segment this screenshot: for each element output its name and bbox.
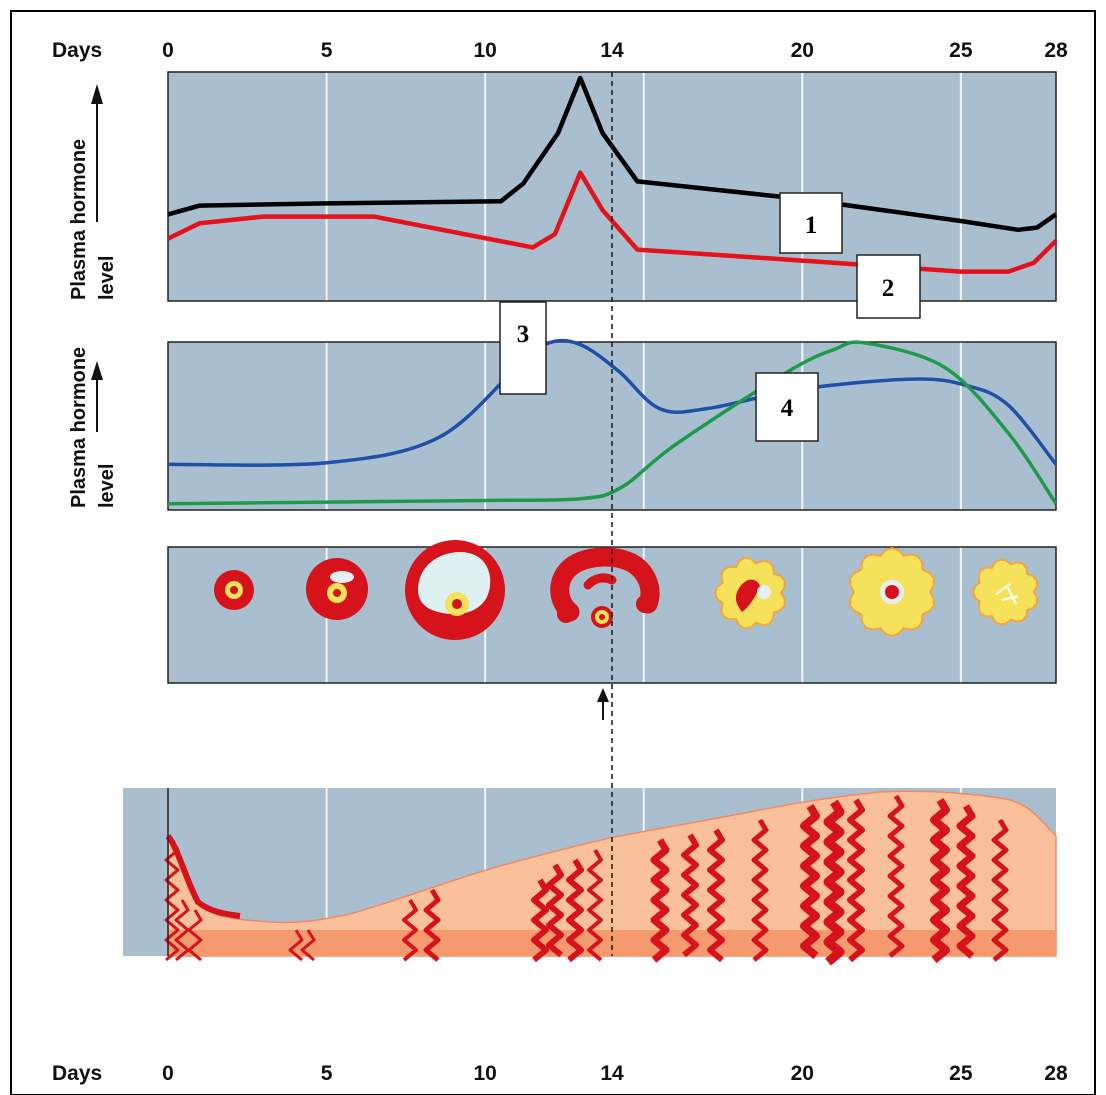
blood-vessel-1 [164, 839, 180, 962]
top-tick-label-28: 28 [1044, 39, 1068, 62]
bottom-tick-label-20: 20 [791, 1062, 814, 1085]
early-corpus-luteum-icon [713, 556, 786, 630]
blood-vessel-19 [887, 794, 905, 958]
blood-vessel-18 [847, 798, 865, 963]
hormone-curve-1 [167, 75, 1058, 233]
top-panel-ylabel: Plasma hormone level [68, 84, 118, 300]
bottom-axis-label: Days [52, 1062, 102, 1085]
label-box-2: 2 [856, 254, 921, 319]
mature-corpus-luteum-icon [849, 546, 935, 638]
blood-vessel-5 [300, 929, 316, 962]
blood-vessel-4 [288, 929, 304, 962]
primary-follicle-icon [214, 570, 254, 610]
blood-vessel-17 [823, 799, 845, 966]
label-4-text: 4 [781, 395, 794, 422]
middle-ylabel-line1: Plasma hormone [68, 347, 90, 508]
blood-vessel-14 [707, 828, 725, 963]
top-tick-label-10: 10 [473, 39, 496, 62]
top-tick-label-5: 5 [321, 39, 333, 62]
endometrium-panel [123, 788, 1057, 966]
hormone-curve-2 [167, 170, 1058, 274]
blood-vessel-7 [423, 888, 441, 962]
middle-ylabel-arrowhead [91, 361, 103, 380]
secondary-follicle-icon [306, 558, 368, 620]
bottom-tick-label-5: 5 [321, 1062, 333, 1085]
middle-hormone-panel: Plasma hormone level [68, 338, 1058, 511]
regressing-corpus-luteum-icon [971, 558, 1039, 626]
endometrial-blood-vessels [164, 794, 1009, 966]
blood-vessel-3 [187, 909, 203, 962]
blood-vessel-21 [956, 804, 976, 959]
top-ylabel-arrowhead [91, 84, 103, 104]
bottom-tick-label-25: 25 [949, 1062, 973, 1085]
label-box-3: 3 [499, 301, 547, 395]
blood-vessel-22 [991, 818, 1009, 962]
top-panel-background [168, 72, 1056, 301]
bottom-tick-label-14: 14 [600, 1062, 624, 1085]
blood-vessel-12 [650, 838, 670, 963]
bottom-tick-label-0: 0 [162, 1062, 174, 1085]
top-ylabel-line2: level [96, 256, 118, 300]
bottom-tick-label-10: 10 [473, 1062, 496, 1085]
blood-vessel-15 [751, 818, 769, 962]
blood-vessel-9 [546, 863, 564, 958]
label-3-text: 3 [517, 321, 530, 348]
top-tick-label-25: 25 [949, 39, 973, 62]
top-ylabel-line1: Plasma hormone [68, 139, 90, 300]
middle-panel-ylabel: Plasma hormone level [68, 347, 118, 508]
blood-vessel-11 [587, 848, 603, 962]
blood-vessel-20 [930, 797, 950, 964]
top-tick-label-14: 14 [600, 39, 624, 62]
blood-vessel-16 [800, 803, 820, 960]
bottom-day-axis: Days 0 5 10 14 20 25 28 [52, 1062, 1068, 1085]
endometrium-basal-layer [168, 930, 1056, 956]
top-tick-label-0: 0 [162, 39, 174, 62]
ovary-panel-border [167, 546, 1057, 684]
top-day-axis: Days 0 5 10 14 20 25 28 [52, 39, 1068, 62]
menstrual-shedding-edge [165, 834, 241, 919]
bottom-tick-label-28: 28 [1044, 1062, 1068, 1085]
middle-ylabel-line2: level [96, 464, 118, 508]
top-axis-label: Days [52, 39, 102, 62]
ruptured-follicle-icon [550, 547, 660, 628]
top-tick-label-20: 20 [791, 39, 814, 62]
label-1-text: 1 [805, 212, 818, 239]
hormone-curve-4 [167, 340, 1058, 506]
blood-vessel-10 [566, 858, 584, 963]
ovulation-arrow [597, 688, 609, 720]
label-2-text: 2 [882, 275, 895, 302]
blood-vessel-13 [681, 833, 699, 958]
hormone-curve-3 [167, 338, 1058, 467]
mature-follicle-icon [405, 540, 505, 640]
blood-vessel-6 [402, 898, 418, 962]
outer-frame [10, 10, 1096, 1095]
label-box-1: 1 [779, 192, 843, 254]
blood-vessel-8 [531, 878, 549, 963]
label-box-4: 4 [755, 372, 819, 442]
